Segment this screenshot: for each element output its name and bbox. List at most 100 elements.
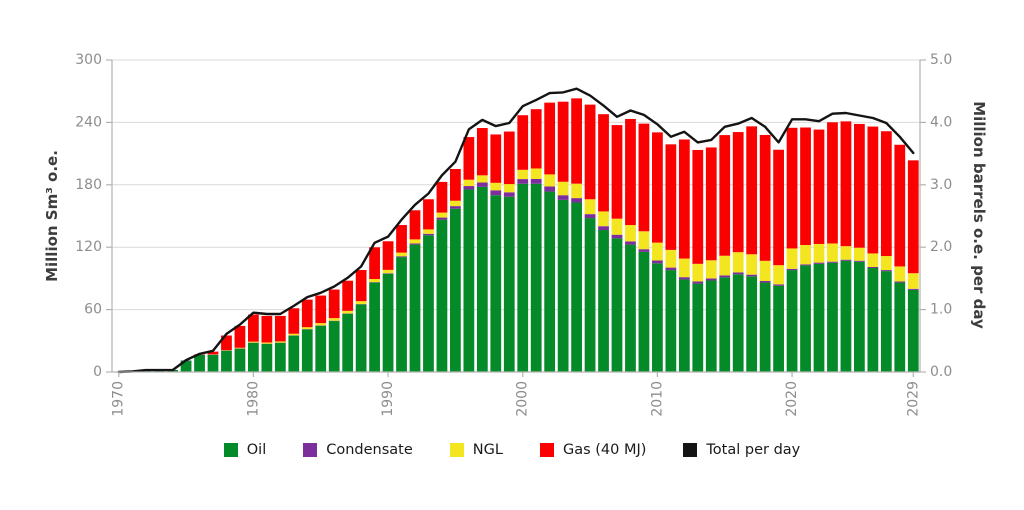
bar-segment (800, 245, 811, 265)
bar-segment (719, 255, 731, 276)
bar-segment (773, 285, 784, 372)
chart-legend: Oil Condensate NGL Gas (40 MJ) Total per day (0, 442, 1024, 458)
left-tick-label: 240 (75, 114, 102, 130)
bar-segment (248, 341, 259, 343)
bar-segment (746, 126, 758, 255)
bar-segment (907, 288, 919, 290)
bar-segment (907, 289, 919, 372)
bar-segment (678, 279, 690, 372)
legend-item-oil: Oil (223, 442, 266, 458)
bar-segment (894, 144, 906, 267)
bar-segment (854, 247, 865, 261)
bar-segment (571, 183, 582, 199)
bar-segment (678, 258, 690, 278)
legend-swatch-icon (303, 443, 318, 457)
bar-segment (530, 109, 542, 169)
bar-segment (557, 101, 569, 182)
bar-segment (355, 269, 367, 302)
bar-segment (207, 354, 219, 372)
series-ngl (194, 168, 919, 355)
bar-segment (409, 210, 421, 240)
right-axis-title: Million barrels o.e. per day (970, 101, 988, 329)
bar-segment (652, 242, 663, 261)
bar-segment (544, 191, 556, 372)
bar-segment (894, 282, 906, 372)
legend-label: Total per day (706, 442, 801, 458)
bar-segment (611, 238, 623, 372)
bar-segment (840, 246, 852, 260)
bar-segment (301, 329, 313, 372)
bar-segment (773, 284, 784, 286)
bar-segment (880, 270, 892, 272)
bar-segment (894, 266, 906, 282)
bar-segment (342, 313, 354, 372)
bar-segment (786, 270, 798, 372)
bar-segment (759, 134, 771, 261)
bar-segment (854, 123, 865, 248)
bar-segment (450, 168, 461, 201)
bar-segment (705, 278, 717, 281)
bar-segment (719, 277, 731, 372)
bar-segment (369, 282, 380, 372)
bar-segment (436, 181, 448, 213)
bar-segment (409, 239, 421, 244)
left-tick-label: 120 (75, 239, 102, 255)
bar-segment (584, 104, 596, 200)
bar-segment (369, 247, 380, 280)
legend-label: NGL (472, 442, 503, 458)
bar-segment (665, 270, 677, 372)
bar-segment (625, 241, 636, 245)
bar-segment (652, 260, 663, 264)
bar-segment (759, 281, 771, 283)
bar-segment (840, 259, 852, 261)
bar-segment (571, 198, 582, 203)
bar-segment (261, 342, 273, 344)
bar-segment (315, 323, 327, 326)
bar-segment (638, 249, 650, 252)
bar-segment (692, 283, 704, 372)
bar-segment (692, 281, 704, 284)
bar-segment (827, 262, 838, 372)
bar-segment (261, 315, 273, 343)
series-condensate (180, 178, 919, 361)
bar-segment (800, 265, 811, 372)
bar-segment (625, 244, 636, 372)
bar-segment (665, 144, 677, 250)
bar-segment (490, 190, 502, 196)
bar-segment (544, 102, 556, 175)
bar-segment (463, 189, 475, 372)
bar-segment (288, 308, 300, 334)
bar-segment (705, 147, 717, 261)
bar-segment (854, 260, 865, 262)
bar-segment (369, 279, 380, 283)
bar-segment (773, 265, 784, 285)
bar-segment (463, 179, 475, 187)
bar-segment (638, 251, 650, 372)
bar-segment (571, 202, 582, 372)
bar-segment (907, 160, 919, 274)
bar-segment (638, 123, 650, 232)
bar-segment (719, 275, 731, 278)
legend-swatch-icon (449, 443, 464, 457)
bar-segment (665, 267, 677, 271)
bar-segment (759, 260, 771, 281)
bar-segment (315, 325, 327, 372)
bar-segment (436, 219, 448, 372)
bar-segment (355, 304, 367, 372)
bar-segment (732, 132, 744, 253)
bar-segment (678, 277, 690, 280)
bar-segment (328, 321, 340, 372)
bar-segment (840, 260, 852, 372)
left-tick-label: 0 (93, 364, 102, 380)
bar-segment (880, 256, 892, 271)
bar-segment (490, 195, 502, 372)
bar-segment (423, 233, 434, 236)
legend-swatch-icon (539, 443, 554, 457)
bar-segment (746, 276, 758, 372)
bar-segment (544, 174, 556, 187)
bar-segment (274, 342, 286, 372)
bar-segment (476, 186, 488, 372)
bar-segment (301, 327, 313, 330)
bar-segment (274, 341, 286, 343)
